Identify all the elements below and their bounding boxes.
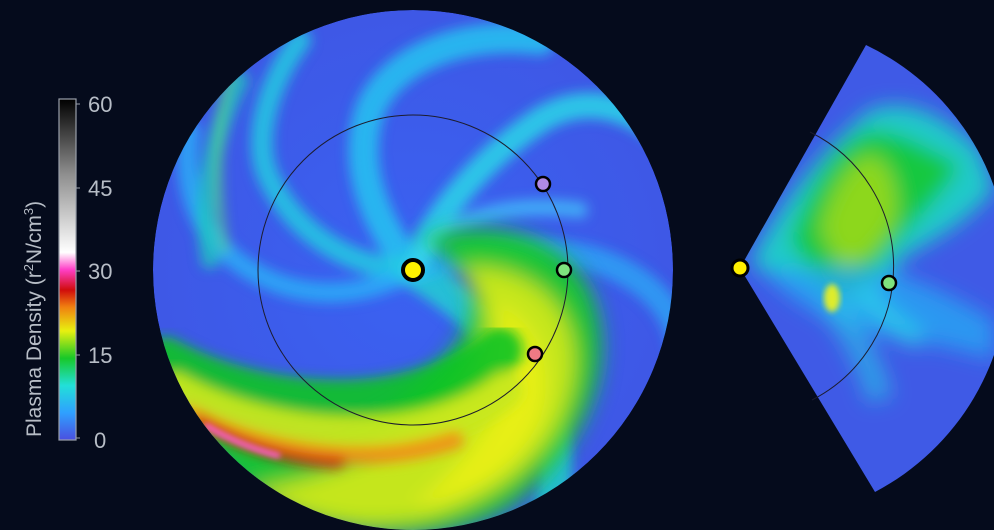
stereo-b-marker [526, 345, 544, 363]
earth-marker-meridional [880, 274, 898, 292]
colorbar-tick-45: 45 [88, 176, 112, 201]
colorbar-tick-30: 30 [88, 259, 112, 284]
colorbar: 60 45 30 15 0 Plasma Density (r2N/cm3) [21, 92, 112, 453]
sun-marker [401, 258, 425, 282]
body-markers [401, 175, 898, 363]
meridional-orbit-arc [809, 131, 895, 401]
colorbar-ticks [76, 103, 80, 439]
sun-marker-meridional [730, 258, 750, 278]
colorbar-gradient [58, 98, 77, 441]
colorbar-tick-60: 60 [88, 92, 112, 117]
meridional-plane-wedge [740, 45, 994, 492]
earth-marker [555, 261, 573, 279]
colorbar-title: Plasma Density (r2N/cm3) [21, 201, 46, 437]
colorbar-tick-0: 0 [94, 428, 106, 453]
colorbar-tick-15: 15 [88, 343, 112, 368]
stereo-a-marker [534, 175, 552, 193]
